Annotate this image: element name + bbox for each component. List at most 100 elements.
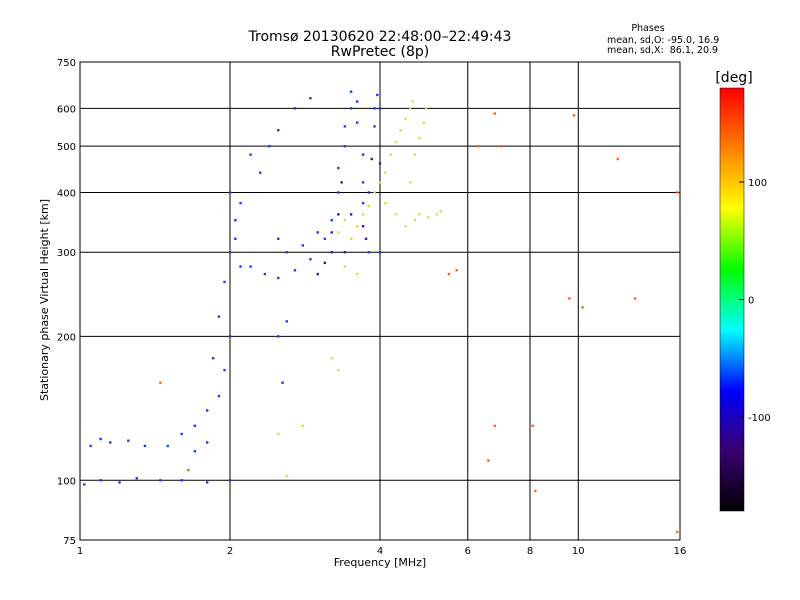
data-point: [568, 297, 571, 300]
data-point: [676, 191, 679, 194]
data-point: [487, 459, 490, 462]
data-point: [228, 251, 232, 254]
data-point: [378, 162, 382, 165]
data-point: [409, 181, 412, 184]
data-point: [337, 213, 340, 216]
data-point: [413, 219, 417, 222]
x-tick-label: 2: [227, 546, 233, 557]
data-point: [259, 171, 262, 174]
data-point: [572, 114, 576, 117]
data-point: [367, 204, 371, 208]
data-point: [83, 483, 86, 486]
data-point: [616, 157, 619, 161]
data-point: [376, 93, 379, 97]
data-point: [99, 479, 102, 482]
data-point: [349, 237, 353, 241]
data-point: [301, 424, 305, 428]
plot-frame: [79, 61, 681, 541]
data-point: [424, 107, 428, 110]
data-point: [355, 121, 359, 124]
data-point: [373, 191, 376, 194]
data-point: [239, 201, 242, 205]
data-point: [293, 107, 297, 110]
colorbar-tick-label: 0: [748, 296, 754, 307]
data-point: [349, 90, 353, 93]
data-point: [234, 237, 237, 241]
data-point: [531, 424, 534, 428]
data-point: [493, 112, 497, 115]
data-point: [337, 368, 340, 372]
data-point: [135, 477, 138, 480]
data-point: [404, 117, 407, 121]
data-point: [534, 489, 537, 493]
data-point: [316, 231, 319, 234]
colorbar-tick-label: -100: [748, 413, 771, 424]
x-tick-label: 16: [674, 546, 687, 557]
data-point: [581, 306, 584, 309]
data-point: [378, 251, 382, 254]
data-point: [367, 191, 371, 194]
data-point: [285, 320, 288, 323]
data-point: [355, 225, 359, 228]
data-point: [193, 424, 197, 428]
data-point: [418, 213, 421, 216]
chart-title: Tromsø 20130620 22:48:00–22:49:43: [248, 29, 512, 45]
data-point: [228, 335, 232, 338]
data-point: [205, 441, 209, 444]
colorbar-ticks: 100 0 -100: [739, 178, 771, 424]
data-point: [211, 357, 215, 360]
data-point: [127, 439, 130, 442]
y-tick-label: 100: [57, 476, 76, 487]
x-tick-label: 6: [465, 546, 471, 557]
data-point: [223, 280, 226, 284]
data-point: [89, 444, 92, 448]
y-tick-label: 750: [57, 58, 76, 69]
data-point: [343, 125, 347, 128]
x-tick-label: 4: [377, 546, 383, 557]
data-point: [378, 181, 382, 184]
data-point: [355, 272, 359, 276]
data-point: [367, 251, 371, 254]
data-point: [109, 441, 112, 444]
data-point: [316, 272, 319, 276]
data-point: [187, 468, 190, 472]
data-point: [340, 181, 343, 184]
data-point: [373, 107, 376, 110]
data-point: [166, 444, 169, 448]
data-point: [223, 368, 226, 372]
data-point: [364, 237, 368, 241]
y-tick-label: 400: [57, 188, 76, 199]
y-tick-label: 600: [57, 104, 76, 115]
phase-box-title: Phases: [631, 23, 664, 34]
data-point: [447, 272, 451, 276]
data-point: [493, 424, 497, 428]
data-point: [143, 444, 147, 448]
data-point: [361, 225, 365, 228]
data-point: [361, 213, 365, 216]
data-point: [118, 481, 121, 484]
data-point: [293, 269, 297, 272]
data-point: [337, 191, 340, 194]
data-point: [249, 265, 252, 268]
data-point: [99, 437, 102, 441]
x-tick-label: 1: [77, 546, 83, 557]
data-point: [337, 166, 340, 170]
phase-x-stats: mean, sd,X: 86.1, 20.9: [607, 45, 718, 56]
colorbar-tick-label: 100: [748, 178, 767, 189]
data-point: [422, 121, 426, 124]
data-point: [323, 261, 327, 265]
data-point: [343, 219, 347, 222]
y-tick-label: 300: [57, 248, 76, 259]
y-tick-label: 500: [57, 142, 76, 153]
data-point: [337, 231, 340, 234]
data-point: [239, 265, 242, 268]
data-point: [349, 107, 353, 110]
data-point: [217, 394, 221, 398]
x-axis-label: Frequency [MHz]: [334, 556, 426, 569]
data-point: [378, 107, 382, 110]
data-point: [193, 450, 197, 453]
data-point: [427, 216, 430, 219]
data-point: [281, 381, 284, 384]
data-point: [277, 335, 280, 338]
